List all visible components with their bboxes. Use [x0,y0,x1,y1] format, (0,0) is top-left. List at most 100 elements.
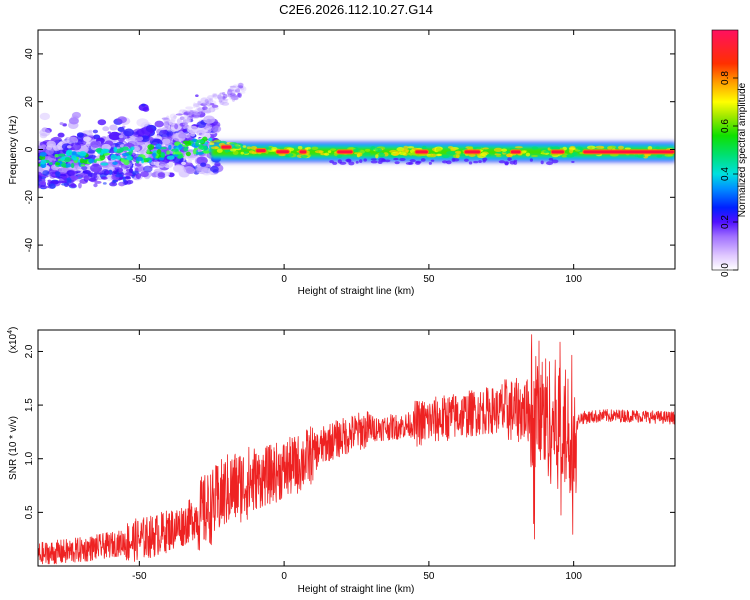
spectrogram-ridge-blob [271,146,278,152]
spectrogram-y-axis-label: Frequency (Hz) [8,116,19,185]
spectrogram-speckle [125,138,130,142]
spectrogram-ridge-blob [242,145,247,148]
spectrogram-ridge-blob [525,152,531,157]
spectrogram-speckle [105,170,111,174]
spectrogram-blob [195,141,199,147]
spectrogram-speckle [158,129,170,138]
spectrogram-speckle [498,160,506,164]
spectrogram-speckle [149,165,154,169]
snr-scale-label: (x104) [7,327,19,354]
spectrogram-speckle [237,82,244,89]
spectrogram-speckle [135,173,142,180]
spectrogram-blob [119,147,124,153]
spectrogram-speckle [529,158,533,162]
spectrogram-speckle [38,185,41,189]
spectrogram-ridge-blob [455,150,462,154]
snr-y-tick-label: 1.0 [24,451,35,465]
spectrogram-core [221,145,231,149]
spectrogram-speckle [69,142,82,151]
spectrogram-speckle [230,86,238,91]
spectrogram-speckle [482,159,486,163]
spectrogram-blob [79,158,85,164]
spectrogram-y-tick-label: 20 [24,96,35,108]
spectrogram-speckle [89,172,93,177]
spectrogram-speckle [38,178,42,181]
spectrogram-speckle [540,160,544,165]
spectrogram-speckle [53,145,61,151]
spectrogram-speckle [189,110,194,115]
spectrogram-ridge-blob [392,153,398,156]
spectrogram-ridge-blob [495,155,502,158]
spectrogram-blob [155,143,162,150]
spectrogram-speckle [200,102,208,107]
spectrogram-speckle [101,176,108,180]
spectrogram-speckle [428,161,432,165]
spectrogram-speckle [173,164,185,173]
spectrogram-speckle [78,182,82,189]
spectrogram-speckle [504,162,509,166]
spectrogram-ridge-blob [297,146,303,150]
spectrogram-core [583,150,674,154]
spectrogram-speckle [227,89,233,96]
spectrogram-speckle [159,162,167,167]
spectrogram-speckle [183,112,189,116]
spectrogram-ridge-blob [667,154,674,157]
spectrogram-ridge-blob [575,146,583,151]
spectrogram-blob [171,148,179,152]
spectrogram-speckle [117,116,127,124]
spectrogram-speckle [186,167,196,175]
spectrogram-speckle [107,131,112,134]
spectrogram-y-tick-label: -40 [24,237,35,252]
spectrogram-blob [176,153,183,159]
spectrogram-speckle [175,113,184,116]
spectrogram-blob [144,157,152,161]
spectrogram-speckle [237,85,244,89]
spectrogram-speckle [132,128,145,138]
spectrogram-ridge-blob [566,154,575,158]
spectrogram-speckle [393,157,399,161]
spectrogram-speckle [193,113,201,119]
snr-panel: -50 0 50 100 0.5 1.0 1.5 2.0 Height of straigh… [7,327,676,595]
snr-x-axis-label: Height of straight line (km) [298,584,415,595]
spectrogram-speckle [430,159,435,162]
spectrogram-speckle [446,160,452,165]
colorbar-tick-label: 0.6 [720,119,731,133]
spectrogram-ridge-blob [472,146,482,150]
spectrogram-speckle [478,160,482,164]
spectrogram-ridge-blob [336,154,343,159]
spectrogram-speckle [237,92,241,97]
spectrogram-speckle [162,138,171,145]
spectrogram-speckle [75,170,81,174]
spectrogram-speckle [49,183,56,189]
spectrogram-ridge-blob [446,151,453,155]
colorbar-tick-label: 0.0 [720,263,731,277]
spectrogram-speckle [463,158,469,162]
spectrogram-ridge-blob [531,146,539,150]
spectrogram-ridge-blob [233,145,241,150]
spectrogram-ridge-blob [485,154,492,157]
spectrogram-speckle [169,113,178,120]
spectrogram-ridge-blob [422,145,427,150]
spectrogram-ridge-blob [264,147,274,151]
spectrogram-blob [147,144,155,150]
spectrogram-ridge-blob [327,150,332,154]
spectrogram-speckle [118,168,123,174]
spectrogram-y-tick-label: 40 [24,48,35,60]
spectrogram-ridge-blob [250,145,258,150]
spectrogram-speckle [190,133,196,137]
spectrogram-blob [103,153,109,156]
spectrogram-blob [146,149,150,154]
spectrogram-ridge-blob [468,146,473,150]
spectrogram-blob [176,151,182,155]
spectrogram-marks [38,82,675,190]
spectrogram-ridge-blob [435,147,442,152]
spectrogram-speckle [58,177,68,184]
spectrogram-blob [192,148,197,155]
spectrogram-speckle [124,172,133,177]
spectrogram-speckle [69,171,77,176]
spectrogram-ridge-blob [352,148,361,153]
spectrogram-blob [121,152,129,157]
spectrogram-ridge-blob [572,152,576,156]
colorbar-label: Normalized spectral amplitude [737,82,748,217]
